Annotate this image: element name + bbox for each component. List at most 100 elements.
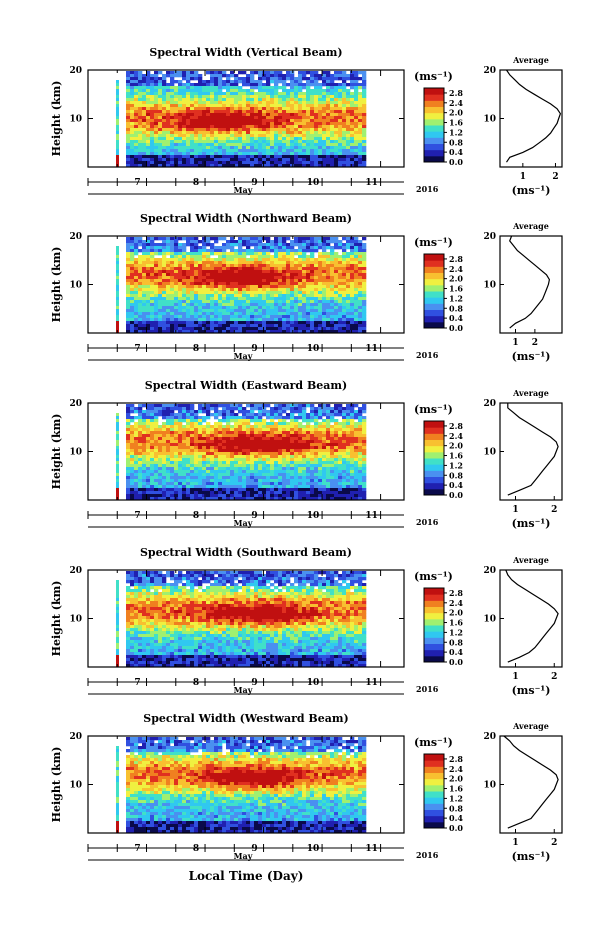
colorbar-segment xyxy=(424,112,444,120)
colorbar-segment xyxy=(424,433,444,440)
average-y-tick-label: 20 xyxy=(483,732,496,742)
colorbar-segment xyxy=(424,618,444,626)
colorbar-frame xyxy=(423,587,445,663)
y-tick-label: 10 xyxy=(69,281,82,291)
panel-2: Spectral Width (Eastward Beam) 10 20 Height… xyxy=(50,379,563,530)
panel-1: Spectral Width (Northward Beam) 10 20 Heigh… xyxy=(50,212,563,363)
heatmap-cells xyxy=(116,237,367,334)
colorbar-tick-label: 1.2 xyxy=(449,293,463,303)
colorbar-segment xyxy=(424,291,444,298)
colorbar-frame xyxy=(423,87,445,163)
colorbar-segment xyxy=(424,439,444,447)
colorbar-segment xyxy=(424,309,444,317)
year-label: 2016 xyxy=(416,517,439,527)
colorbar-tick-label: 1.6 xyxy=(449,618,463,628)
colorbar-segment xyxy=(424,637,444,644)
colorbar-segment xyxy=(424,797,444,804)
average-panel: Average 10 20 1 2(ms⁻¹) xyxy=(483,388,563,530)
colorbar-tick-label: 2.0 xyxy=(449,108,463,118)
colorbar-segment xyxy=(424,427,444,434)
colorbar-segment xyxy=(424,421,444,428)
colorbar-frame xyxy=(423,753,445,829)
average-profile-line xyxy=(505,569,559,663)
y-tick-label: 20 xyxy=(69,399,82,409)
colorbar-tick-label: 2.0 xyxy=(449,274,463,284)
x-day-label: 10 xyxy=(307,344,320,354)
average-x-tick-label: 1 xyxy=(512,338,518,348)
panel-title: Spectral Width (Northward Beam) xyxy=(140,212,352,225)
x-day-label: 8 xyxy=(193,844,199,854)
heatmap-cells xyxy=(116,571,367,668)
colorbar-tick-label: 2.8 xyxy=(449,588,463,598)
colorbar-segment xyxy=(424,482,444,490)
colorbar-tick-label: 2.8 xyxy=(449,754,463,764)
year-label: 2016 xyxy=(416,684,439,694)
colorbar-tick-label: 2.0 xyxy=(449,608,463,618)
colorbar-segment xyxy=(424,315,444,323)
y-axis-label: Height (km) xyxy=(50,581,63,657)
colorbar-segment xyxy=(424,143,444,151)
colorbar-segment xyxy=(424,643,444,651)
colorbar-tick-label: 0.8 xyxy=(449,137,463,147)
month-label: May xyxy=(234,685,253,695)
average-title: Average xyxy=(512,721,549,731)
colorbar-segment xyxy=(424,791,444,798)
colorbar-tick-label: 1.2 xyxy=(449,460,463,470)
colorbar-tick-label: 0.8 xyxy=(449,470,463,480)
colorbar-tick-label: 2.8 xyxy=(449,421,463,431)
colorbar-tick-label: 1.6 xyxy=(449,284,463,294)
y-tick-label: 20 xyxy=(69,732,82,742)
colorbar-segment xyxy=(424,155,444,163)
colorbar-segment xyxy=(424,803,444,810)
average-x-tick-label: 1 xyxy=(512,672,518,682)
heatmap-cells xyxy=(116,404,367,501)
month-label: May xyxy=(234,185,253,195)
colorbar-segment xyxy=(424,649,444,657)
panel-title: Spectral Width (Eastward Beam) xyxy=(145,379,347,392)
colorbar-unit: (ms⁻¹) xyxy=(414,236,453,249)
colorbar-segment xyxy=(424,94,444,101)
colorbar-segment xyxy=(424,254,444,261)
x-day-label: 9 xyxy=(251,178,257,188)
average-y-tick-label: 10 xyxy=(483,115,496,125)
colorbar-tick-label: 1.2 xyxy=(449,793,463,803)
x-axis-label: Local Time (Day) xyxy=(189,869,304,883)
colorbar-segment xyxy=(424,631,444,638)
colorbar-segment xyxy=(424,451,444,459)
panel-title: Spectral Width (Westward Beam) xyxy=(143,712,348,725)
panel-3: Spectral Width (Southward Beam) 10 20 Heigh… xyxy=(50,546,563,697)
x-day-label: 11 xyxy=(365,511,378,521)
colorbar-segment xyxy=(424,821,444,829)
colorbar-unit: (ms⁻¹) xyxy=(414,403,453,416)
colorbar-segment xyxy=(424,297,444,304)
colorbar-tick-label: 2.4 xyxy=(449,98,463,108)
colorbar-unit: (ms⁻¹) xyxy=(414,736,453,749)
colorbar-tick-label: 2.8 xyxy=(449,88,463,98)
colorbar-tick-label: 0.0 xyxy=(449,657,463,667)
colorbar-segment xyxy=(424,464,444,471)
colorbar-segment xyxy=(424,445,444,453)
x-day-label: 11 xyxy=(365,844,378,854)
average-x-tick-label: 2 xyxy=(552,172,558,182)
colorbar-segment xyxy=(424,760,444,767)
month-label: May xyxy=(234,518,253,528)
year-label: 2016 xyxy=(416,350,439,360)
average-frame xyxy=(499,69,563,168)
colorbar-segment xyxy=(424,260,444,267)
year-label: 2016 xyxy=(416,850,439,860)
colorbar-tick-label: 0.8 xyxy=(449,303,463,313)
colorbar-segment xyxy=(424,476,444,484)
colorbar-segment xyxy=(424,778,444,786)
y-tick-label: 10 xyxy=(69,781,82,791)
colorbar-tick-label: 0.0 xyxy=(449,157,463,167)
y-axis-label: Height (km) xyxy=(50,747,63,823)
colorbar-segment xyxy=(424,100,444,107)
average-title: Average xyxy=(512,55,549,65)
colorbar-tick-label: 0.0 xyxy=(449,823,463,833)
colorbar-segment xyxy=(424,488,444,496)
colorbar-segment xyxy=(424,321,444,329)
average-frame xyxy=(499,235,563,334)
month-label: May xyxy=(234,351,253,361)
colorbar-segment xyxy=(424,606,444,614)
